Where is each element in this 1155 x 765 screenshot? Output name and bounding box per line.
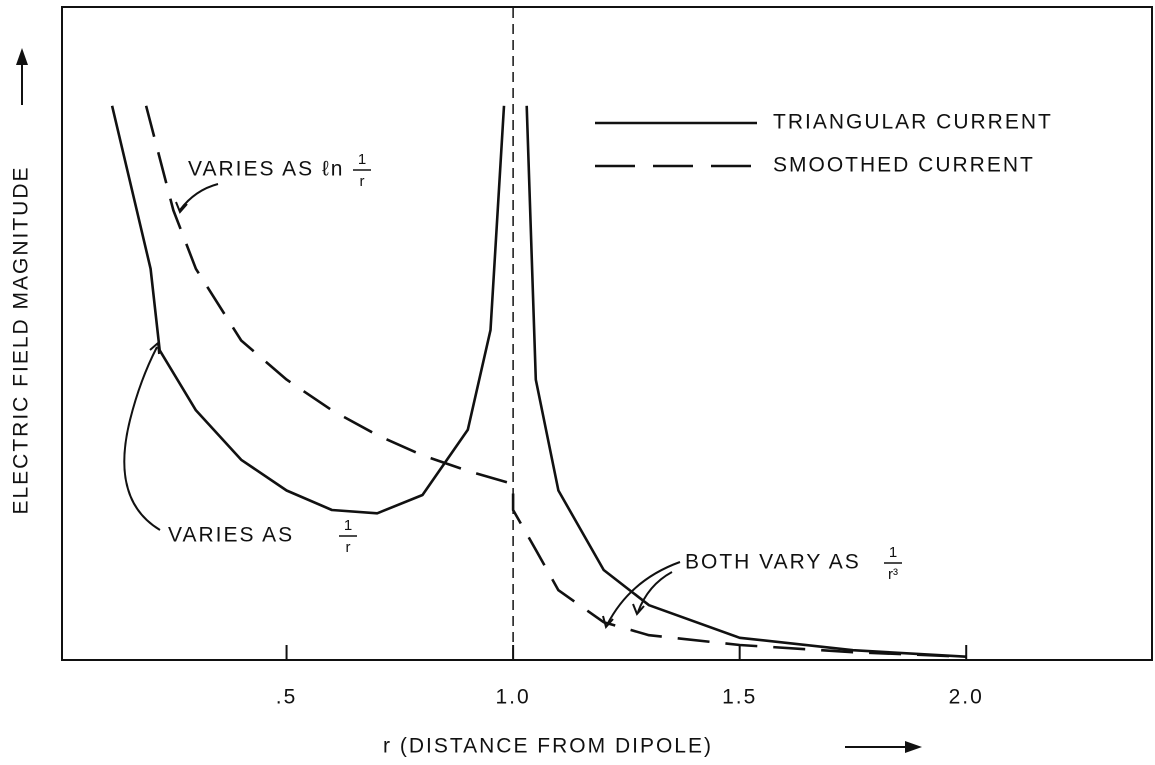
x-tick-label: 1.5 (722, 686, 757, 709)
arrow-head (632, 603, 645, 616)
arrow-head (602, 615, 614, 630)
annotation-numerator: 1 (889, 544, 897, 561)
arrow (606, 561, 681, 626)
annotation-denominator: r³ (888, 566, 898, 583)
legend-label: TRIANGULAR CURRENT (773, 111, 1053, 134)
series-line (110, 105, 967, 658)
arrow (123, 346, 161, 531)
arrow (637, 571, 673, 613)
annotation: VARIES AS (168, 524, 294, 547)
annotation-arrows (123, 183, 681, 630)
annotation: VARIES AS ℓn (188, 158, 344, 181)
annotation: BOTH VARY AS (685, 551, 861, 574)
legend-label: SMOOTHED CURRENT (773, 154, 1035, 177)
series-line (144, 105, 967, 658)
y-arrow-head (16, 48, 28, 65)
arrow-head (175, 201, 188, 214)
annotation-denominator: r (360, 173, 365, 190)
annotation-numerator: 1 (344, 517, 352, 534)
x-tick-label: 2.0 (949, 686, 984, 709)
y-axis-label: ELECTRIC FIELD MAGNITUDE (10, 165, 33, 514)
plot-frame (61, 6, 1153, 661)
annotation-numerator: 1 (358, 151, 366, 168)
x-tick-label: 1.0 (496, 686, 531, 709)
x-arrow-head (905, 741, 922, 753)
annotation-denominator: r (346, 539, 351, 556)
x-axis-label: r (DISTANCE FROM DIPOLE) (383, 735, 713, 758)
x-tick-label: .5 (276, 686, 298, 709)
arrow (179, 183, 219, 211)
